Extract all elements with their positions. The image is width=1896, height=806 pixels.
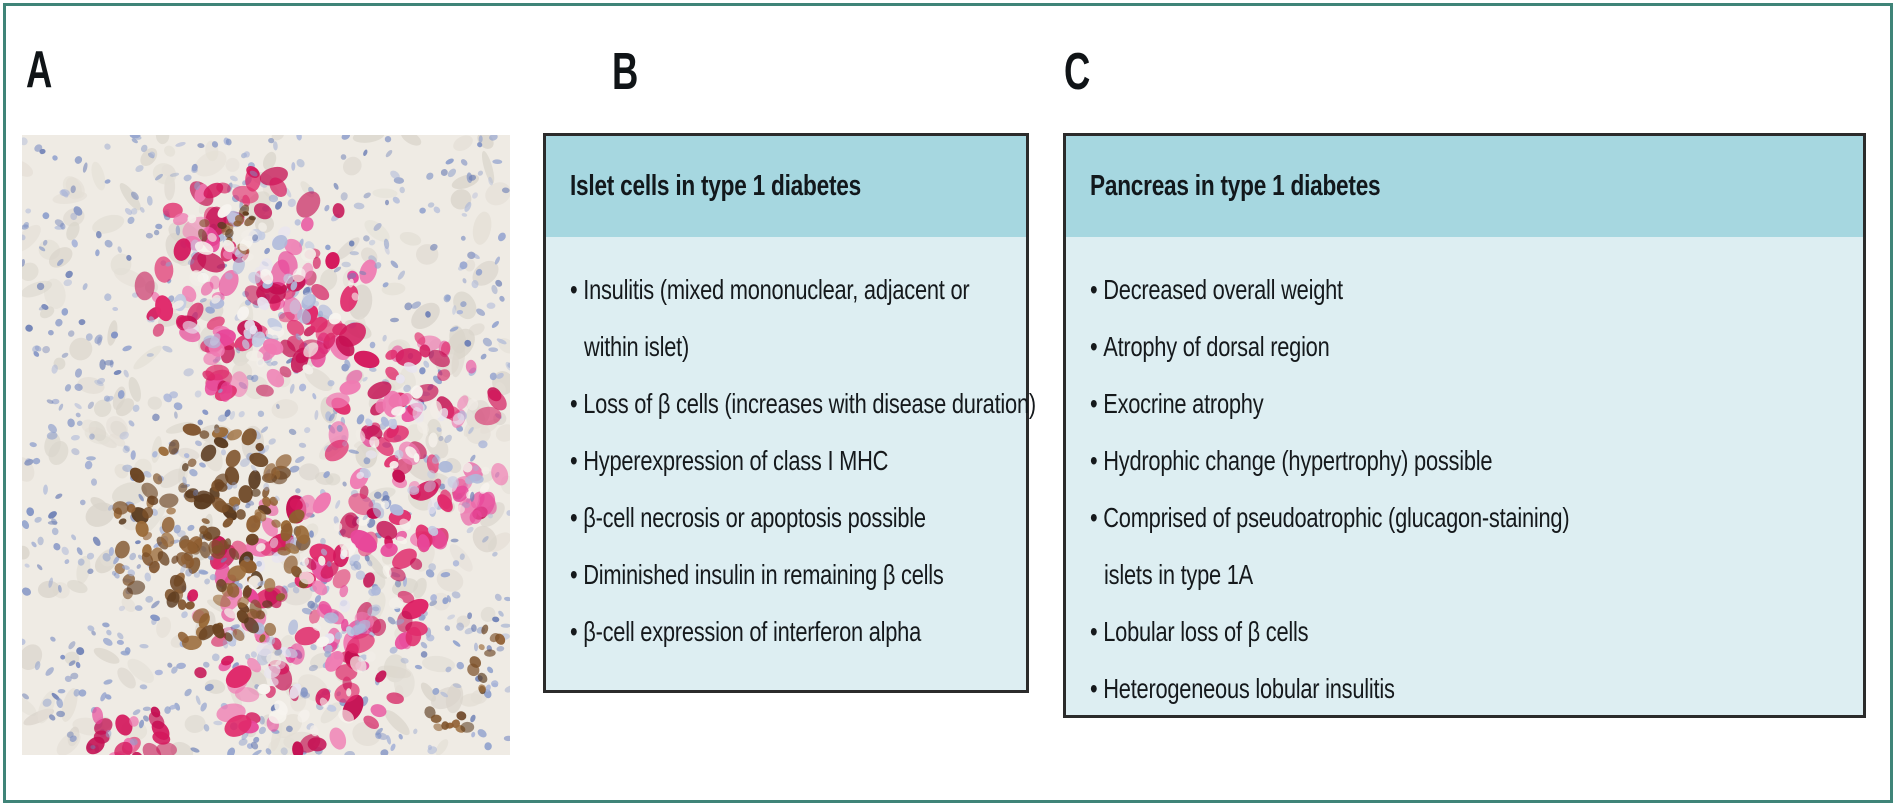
pancreas-bullet-list: Decreased overall weightAtrophy of dorsa… — [1090, 261, 1862, 717]
bullet-item: Hydrophic change (hypertrophy) possible — [1090, 432, 1862, 489]
islet-cells-box-body: Insulitis (mixed mononuclear, adjacent o… — [546, 237, 1036, 660]
panel-b-label: B — [612, 43, 639, 101]
bullet-line: within islet) — [584, 331, 690, 362]
bullet-item: Heterogeneous lobular insulitis — [1090, 660, 1862, 717]
islet-cells-box-header: Islet cells in type 1 diabetes — [546, 136, 1026, 237]
bullet-item: Hyperexpression of class I MHC — [570, 432, 1025, 489]
histology-image — [22, 135, 510, 755]
islet-cells-bullet-list: Insulitis (mixed mononuclear, adjacent o… — [570, 261, 1036, 660]
bullet-line: Hyperexpression of class I MHC — [570, 432, 1025, 489]
bullet-line: Loss of β cells (increases with disease … — [570, 375, 1036, 432]
histology-micrograph-svg — [22, 135, 510, 755]
bullet-line: β-cell necrosis or apoptosis possible — [570, 489, 1025, 546]
bullet-item: β-cell expression of interferon alpha — [570, 603, 1025, 660]
bullet-line: Decreased overall weight — [1090, 261, 1862, 318]
bullet-item: Decreased overall weight — [1090, 261, 1862, 318]
pancreas-box-title: Pancreas in type 1 diabetes — [1090, 170, 1381, 202]
panel-c-label: C — [1064, 43, 1091, 101]
bullet-item: β-cell necrosis or apoptosis possible — [570, 489, 1025, 546]
bullet-item: Comprised of pseudoatrophic (glucagon-st… — [1090, 489, 1862, 603]
bullet-item: Lobular loss of β cells — [1090, 603, 1862, 660]
bullet-line: Hydrophic change (hypertrophy) possible — [1090, 432, 1862, 489]
bullet-line: islets in type 1A — [1104, 559, 1254, 590]
bullet-item: Atrophy of dorsal region — [1090, 318, 1862, 375]
bullet-line: Diminished insulin in remaining β cells — [570, 546, 1025, 603]
bullet-line: Lobular loss of β cells — [1090, 603, 1862, 660]
bullet-line: Comprised of pseudoatrophic (glucagon-st… — [1090, 489, 1862, 546]
pancreas-box-header: Pancreas in type 1 diabetes — [1066, 136, 1863, 237]
bullet-item: Insulitis (mixed mononuclear, adjacent o… — [570, 261, 1025, 375]
pancreas-box-body: Decreased overall weightAtrophy of dorsa… — [1066, 237, 1863, 717]
bullet-line: Heterogeneous lobular insulitis — [1090, 660, 1862, 717]
bullet-line: Exocrine atrophy — [1090, 375, 1862, 432]
bullet-line: β-cell expression of interferon alpha — [570, 603, 1025, 660]
islet-cells-box-title: Islet cells in type 1 diabetes — [570, 170, 861, 202]
bullet-line: Atrophy of dorsal region — [1090, 318, 1862, 375]
bullet-item: Diminished insulin in remaining β cells — [570, 546, 1025, 603]
pancreas-box: Pancreas in type 1 diabetes Decreased ov… — [1063, 133, 1866, 718]
bullet-item: Exocrine atrophy — [1090, 375, 1862, 432]
islet-cells-box: Islet cells in type 1 diabetes Insulitis… — [543, 133, 1036, 693]
bullet-line: Insulitis (mixed mononuclear, adjacent o… — [570, 261, 1025, 318]
bullet-item: Loss of β cells (increases with disease … — [570, 375, 1036, 432]
panel-a-label: A — [26, 41, 53, 99]
